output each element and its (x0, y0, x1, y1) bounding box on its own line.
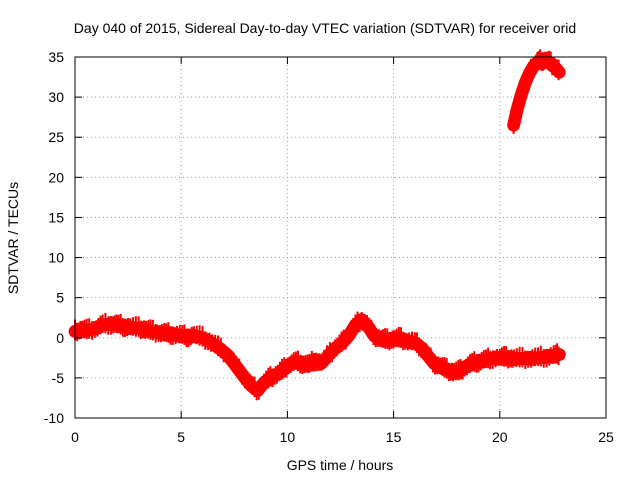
y-tick-label: 35 (48, 49, 64, 65)
x-tick-label: 5 (177, 429, 185, 445)
y-tick-label: -5 (52, 370, 65, 386)
plot-frame (74, 56, 607, 419)
y-tick-label: 15 (48, 209, 64, 225)
y-tick-label: 0 (56, 330, 64, 346)
y-tick-label: 30 (48, 89, 64, 105)
y-tick-label: 20 (48, 169, 64, 185)
y-axis-label: SDTVAR / TECUs (5, 182, 21, 294)
y-tick-label: 10 (48, 250, 64, 266)
chart-title: Day 040 of 2015, Sidereal Day-to-day VTE… (74, 20, 576, 36)
x-tick-label: 25 (598, 429, 614, 445)
x-tick-label: 15 (386, 429, 402, 445)
y-tick-label: -10 (44, 410, 64, 426)
data-series (68, 49, 566, 401)
y-tick-label: 5 (56, 290, 64, 306)
x-tick-label: 10 (280, 429, 296, 445)
y-tick-label: 25 (48, 129, 64, 145)
x-tick-label: 0 (71, 429, 79, 445)
x-axis-label: GPS time / hours (287, 457, 394, 473)
axis-ticks: 0 5 10 15 20 25 -10 -5 0 5 10 15 20 25 30 35 (44, 49, 614, 445)
x-tick-label: 20 (492, 429, 508, 445)
